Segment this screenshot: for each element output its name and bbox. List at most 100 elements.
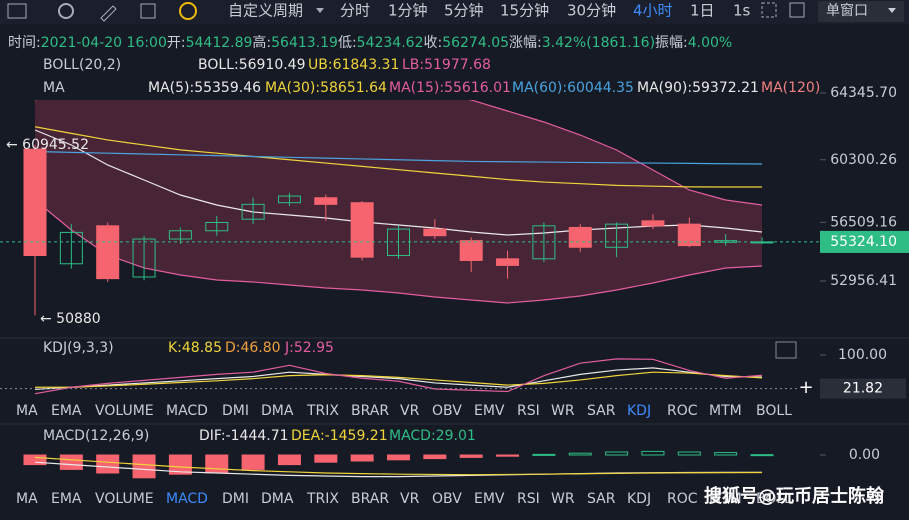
period-tab[interactable]: 30分钟 [567, 2, 616, 20]
macd-bar [277, 454, 301, 466]
candle-body [568, 226, 592, 248]
period-tab[interactable]: 自定义周期 [228, 2, 303, 20]
add-icon[interactable]: + [798, 377, 813, 398]
macd-bar [350, 454, 374, 462]
candle-body [423, 228, 447, 237]
legend-entry: DIF:-1444.71 [199, 428, 289, 444]
macd-bar [241, 454, 265, 470]
indicator-tab[interactable]: EMV [474, 491, 505, 507]
indicator-line [34, 367, 763, 390]
info-value: 54412.89 [186, 35, 253, 51]
indicator-tab[interactable]: MTM [709, 403, 742, 419]
indicator-tab[interactable]: RSI [517, 403, 540, 419]
candle-body [496, 258, 520, 266]
indicator-tab[interactable]: VOLUME [95, 491, 154, 507]
indicator-icon[interactable] [179, 2, 197, 20]
y-tick-label: 0.00 [849, 447, 880, 463]
indicator-tab[interactable]: TRIX [306, 491, 339, 507]
indicator-tab[interactable]: DMI [222, 403, 249, 419]
indicator-tab[interactable]: WR [551, 491, 575, 507]
y-tick-label: 64345.70 [830, 85, 897, 101]
fullscreen-icon[interactable] [761, 2, 777, 18]
candle-body [168, 230, 192, 240]
indicator-line [35, 371, 763, 388]
maximize-icon[interactable] [775, 341, 797, 359]
legend-entry: MA(120) [761, 80, 820, 96]
indicator-tab[interactable]: KDJ [627, 403, 651, 419]
period-tab[interactable]: 1s [733, 2, 751, 20]
indicator-tab[interactable]: EMV [474, 403, 505, 419]
candle-body [641, 220, 665, 227]
macd-bar [641, 450, 665, 456]
indicator-tab[interactable]: MTM [709, 491, 742, 507]
info-value: 56413.19 [271, 35, 338, 51]
indicator-tab[interactable]: RSI [517, 491, 540, 507]
price-plot [34, 100, 763, 304]
indicator-tab[interactable]: KDJ [627, 491, 651, 507]
legend-entry: BOLL:56910.49 [198, 57, 306, 73]
indicator-tab[interactable]: EMA [51, 403, 82, 419]
candle-body [96, 225, 120, 280]
legend-entry: J:52.95 [284, 340, 334, 356]
settings-icon[interactable] [58, 3, 74, 19]
indicator-tab[interactable]: SAR [587, 403, 616, 419]
indicator-tab[interactable]: TRIX [306, 403, 339, 419]
indicator-tab[interactable]: MA [16, 491, 38, 507]
info-value: 3.42%(1861.16) [542, 35, 655, 51]
macd-bar [314, 454, 338, 463]
chart-icon[interactable] [7, 3, 27, 19]
watermark: 搜狐号@玩币居士陈翰 [704, 485, 884, 507]
period-tab[interactable]: 4小时 [633, 2, 673, 20]
window-caret [888, 8, 896, 13]
dropdown-caret [316, 8, 324, 13]
indicator-tab[interactable]: MACD [166, 403, 208, 419]
cursor-tag [820, 378, 906, 399]
macd-bar [568, 452, 592, 456]
indicator-tab[interactable]: MACD [166, 491, 208, 507]
draw-icon[interactable] [100, 5, 117, 22]
indicator-tab[interactable]: BOLL [756, 403, 792, 419]
macd-bar [205, 454, 229, 474]
min-annotation: ← 50880 [40, 311, 101, 327]
window-icon[interactable] [789, 2, 805, 18]
window-label[interactable]: 单窗口 [826, 2, 868, 19]
indicator-tab[interactable]: SAR [587, 491, 616, 507]
info-label: 时间: [8, 35, 41, 51]
indicator-tab[interactable]: WR [551, 403, 575, 419]
macd-bar [423, 454, 447, 460]
legend-entry: MA(30):58651.64 [265, 80, 387, 96]
period-tab[interactable]: 1分钟 [388, 2, 428, 20]
indicator-tab[interactable]: VR [400, 403, 420, 419]
indicator-tab[interactable]: BRAR [351, 491, 389, 507]
macd-bar [23, 454, 47, 466]
period-tab[interactable]: 1日 [690, 2, 715, 20]
info-value: 54234.62 [357, 35, 424, 51]
candle-body [205, 222, 229, 232]
indicator-tab[interactable]: OBV [432, 403, 462, 419]
cursor-label: 21.82 [843, 381, 883, 397]
candle-body [23, 148, 47, 257]
indicator-tab[interactable]: VOLUME [95, 403, 154, 419]
period-tab[interactable]: 15分钟 [500, 2, 549, 20]
indicator-tab[interactable]: EMA [51, 491, 82, 507]
indicator-tab[interactable]: VR [400, 491, 420, 507]
indicator-tab[interactable]: BRAR [351, 403, 389, 419]
indicator-tab[interactable]: MA [16, 403, 38, 419]
indicator-tab[interactable]: ROC [667, 491, 698, 507]
period-tab[interactable]: 分时 [340, 2, 370, 20]
indicator-tab[interactable]: BOLL [756, 491, 792, 507]
indicator-tab[interactable]: DMA [261, 491, 294, 507]
macd-bar [532, 453, 556, 456]
window-button[interactable] [818, 1, 904, 22]
legend-entry: MA(60):60044.35 [512, 80, 634, 96]
macd-bar [459, 454, 483, 458]
layout-icon[interactable] [140, 3, 156, 19]
macd-bar [605, 451, 629, 456]
indicator-tab[interactable]: DMA [261, 403, 294, 419]
indicator-tab[interactable]: DMI [222, 491, 249, 507]
indicator-tab[interactable]: ROC [667, 403, 698, 419]
period-tab[interactable]: 5分钟 [444, 2, 484, 20]
indicator-tab[interactable]: OBV [432, 491, 462, 507]
